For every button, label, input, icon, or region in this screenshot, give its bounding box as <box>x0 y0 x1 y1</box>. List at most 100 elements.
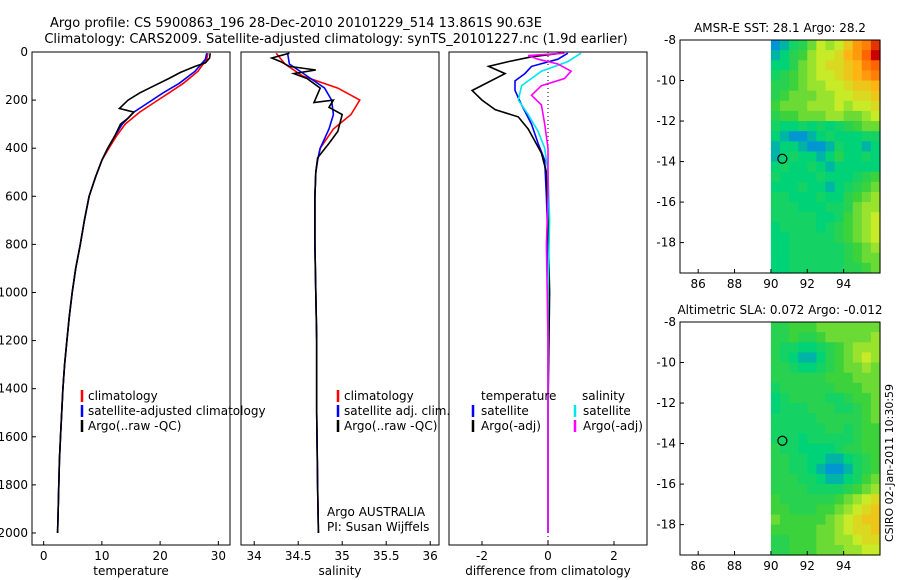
float-position-marker <box>777 435 788 446</box>
heatmap-cell <box>807 50 817 61</box>
heatmap-cell <box>861 413 872 424</box>
heatmap-cell <box>770 494 781 505</box>
heatmap-cell <box>834 423 845 435</box>
heatmap-cell <box>843 191 854 203</box>
heatmap-cell <box>843 161 854 173</box>
heatmap-cell <box>834 372 845 384</box>
heatmap-cell <box>861 453 872 465</box>
heatmap-cell <box>780 181 790 193</box>
heatmap-cell <box>843 484 854 495</box>
heatmap-cell <box>825 433 836 445</box>
heatmap-cell <box>798 392 808 404</box>
heatmap-cell <box>789 202 799 213</box>
heatmap-cell <box>843 90 854 102</box>
heatmap-cell <box>798 212 808 223</box>
heatmap-cell <box>852 222 863 234</box>
heatmap-cell <box>861 191 872 203</box>
heatmap-cell <box>843 372 854 384</box>
heatmap-cell <box>807 362 817 374</box>
heatmap-cell <box>870 181 881 193</box>
heatmap-cell <box>816 242 827 254</box>
heatmap-cell <box>843 50 854 61</box>
y-tick-label: 800 <box>5 237 28 251</box>
heatmap-cell <box>852 392 863 404</box>
heatmap-cell <box>789 372 799 384</box>
heatmap-cell <box>825 342 836 353</box>
heatmap-cell <box>816 413 827 424</box>
heatmap-cell <box>770 372 781 384</box>
heatmap-cell <box>861 202 872 213</box>
heatmap-cell <box>816 191 827 203</box>
heatmap-cell <box>834 342 845 353</box>
heatmap-cell <box>789 151 799 163</box>
heatmap-cell <box>870 262 881 274</box>
heatmap-cell <box>816 423 827 435</box>
heatmap-cell <box>807 544 817 556</box>
heatmap-cell <box>816 151 827 163</box>
x-tick-label: 30 <box>211 549 226 563</box>
heatmap-cell <box>852 202 863 213</box>
heatmap-cell <box>834 433 845 445</box>
heatmap-cell <box>834 352 845 364</box>
footer-vertical: CSIRO 02-Jan-2011 10:30:59 <box>883 384 896 542</box>
heatmap-cell <box>825 80 836 92</box>
heatmap-cell <box>834 242 845 254</box>
heatmap-cell <box>825 141 836 153</box>
map-title: Altimetric SLA: 0.072 Argo: -0.012 <box>677 303 882 317</box>
heatmap-cell <box>825 524 836 536</box>
heatmap-cell <box>789 382 799 394</box>
heatmap-cell <box>870 202 881 213</box>
heatmap-cell <box>843 141 854 153</box>
x-tick-label: 20 <box>152 549 167 563</box>
heatmap-cell <box>843 332 854 343</box>
heatmap-cell <box>834 50 845 61</box>
heatmap-cell <box>770 222 781 234</box>
heatmap-cell <box>816 212 827 223</box>
annotation-text: PI: Susan Wijffels <box>327 520 429 534</box>
heatmap-cell <box>807 212 817 223</box>
heatmap-cell <box>770 413 781 424</box>
heatmap-cell <box>798 191 808 203</box>
heatmap-cell <box>770 212 781 223</box>
heatmap-cell <box>798 222 808 234</box>
heatmap-cell <box>843 252 854 264</box>
heatmap-cell <box>825 413 836 424</box>
heatmap-cell <box>825 50 836 61</box>
heatmap-cell <box>770 70 781 82</box>
heatmap-cell <box>789 362 799 374</box>
heatmap-cell <box>843 242 854 254</box>
heatmap-cell <box>861 433 872 445</box>
y-tick-label: -10 <box>656 74 676 88</box>
x-tick-label: 34.5 <box>285 549 312 563</box>
heatmap-cell <box>789 403 799 414</box>
heatmap-cell <box>789 242 799 254</box>
heatmap-cell <box>807 342 817 353</box>
header-line1: Argo profile: CS 5900863_196 28-Dec-2010… <box>50 16 542 31</box>
heatmap-cell <box>843 80 854 92</box>
heatmap-cell <box>789 70 799 82</box>
heatmap-cell <box>770 544 781 556</box>
heatmap-cell <box>861 382 872 394</box>
legend-label: Argo(..raw -QC) <box>88 419 181 433</box>
map-title: AMSR-E SST: 28.1 Argo: 28.2 <box>694 21 866 35</box>
heatmap-cell <box>870 484 881 495</box>
heatmap-cell <box>816 60 827 71</box>
heatmap-cell <box>852 121 863 132</box>
heatmap-cell <box>861 544 872 556</box>
y-tick-label: 1400 <box>0 382 28 396</box>
heatmap-cell <box>825 494 836 505</box>
heatmap-cell <box>770 443 781 455</box>
heatmap-cell <box>852 110 863 122</box>
heatmap-cell <box>807 332 817 343</box>
y-tick-label: -8 <box>664 315 676 329</box>
heatmap-cell <box>798 524 808 536</box>
heatmap-cell <box>780 322 790 333</box>
heatmap-cell <box>870 342 881 353</box>
heatmap-cell <box>807 100 817 112</box>
heatmap-cell <box>770 252 781 264</box>
heatmap-cell <box>816 141 827 153</box>
heatmap-cell <box>798 100 808 112</box>
heatmap-cell <box>798 342 808 353</box>
heatmap-cell <box>834 60 845 71</box>
heatmap-cell <box>789 514 799 526</box>
